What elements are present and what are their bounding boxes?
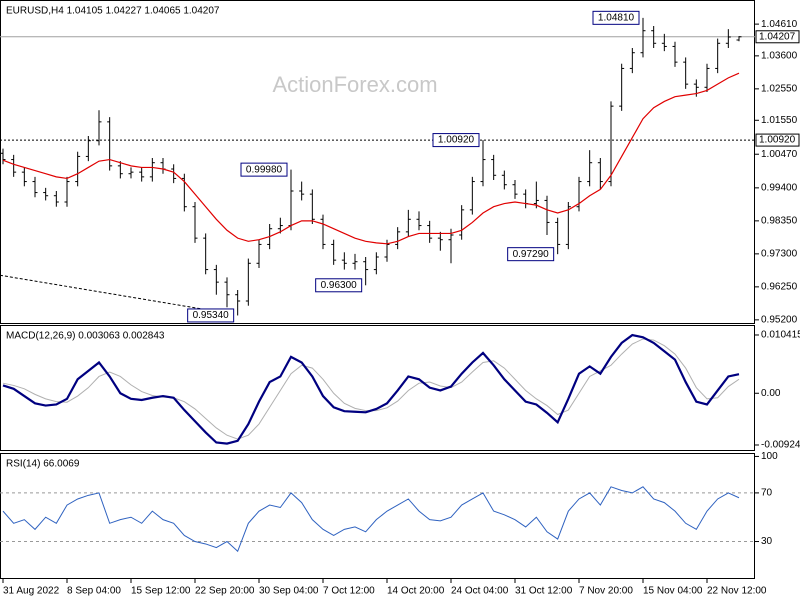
y-tick-label: 0.00 [761,388,781,399]
y-tick-label: 1.04610 [761,19,798,30]
macd-panel-frame [0,325,755,451]
x-tick-label: 15 Sep 12:00 [131,586,191,597]
x-tick-label: 30 Sep 04:00 [259,586,319,597]
level-label-box [592,10,640,25]
level-label: 0.95340 [193,310,230,321]
rsi-line [2,486,740,553]
macd-title: MACD(12,26,9) 0.003063 0.002843 [6,331,165,342]
level-label-box [187,308,235,323]
level-label-box [315,278,363,293]
y-tick-label: 30 [761,536,773,547]
y-tick-label: 1.01550 [761,115,798,126]
moving-average [2,72,740,245]
x-tick-label: 15 Nov 04:00 [643,586,703,597]
y-tick-label: -0.009244 [761,440,800,451]
price-label-box [755,133,800,147]
x-tick-label: 14 Oct 20:00 [387,586,445,597]
level-label-box [240,162,288,177]
trendline [0,274,217,312]
price-label-box [755,30,800,44]
macd-line [2,333,740,445]
chart-title: EURUSD,H4 1.04105 1.04227 1.04065 1.0420… [6,6,220,17]
y-tick-label: 1.00470 [761,149,798,160]
rsi-panel-frame [0,453,755,579]
x-tick-label: 7 Oct 12:00 [323,586,375,597]
level-label: 1.00920 [438,135,475,146]
rsi-title: RSI(14) 66.0069 [6,459,80,470]
price-label: 1.00920 [759,135,796,146]
price-label: 1.04207 [759,31,796,42]
y-tick-label: 0.99400 [761,182,798,193]
level-label-box [507,247,555,262]
x-tick-label: 22 Sep 20:00 [195,586,255,597]
x-tick-label: 8 Sep 04:00 [67,586,121,597]
level-label-box [432,133,480,148]
y-tick-label: 0.98350 [761,215,798,226]
y-tick-label: 1.03600 [761,50,798,61]
y-tick-label: 0.95200 [761,314,798,325]
level-label: 0.97290 [513,249,550,260]
level-label: 0.99980 [246,164,283,175]
level-label: 0.96300 [321,280,358,291]
y-tick-label: 100 [761,451,778,462]
x-tick-label: 22 Nov 12:00 [707,586,767,597]
y-tick-label: 0.97300 [761,248,798,259]
y-tick-label: 0.010415 [761,330,800,341]
level-label: 1.04810 [598,12,635,23]
watermark: ActionForex.com [272,72,437,97]
x-tick-label: 31 Oct 12:00 [515,586,573,597]
y-tick-label: 1.02550 [761,83,798,94]
x-tick-label: 7 Nov 20:00 [579,586,633,597]
y-tick-label: 0.96250 [761,281,798,292]
x-tick-label: 24 Oct 04:00 [451,586,509,597]
y-tick-label: 70 [761,488,773,499]
main-panel-frame [0,0,755,324]
x-tick-label: 31 Aug 2022 [3,586,60,597]
